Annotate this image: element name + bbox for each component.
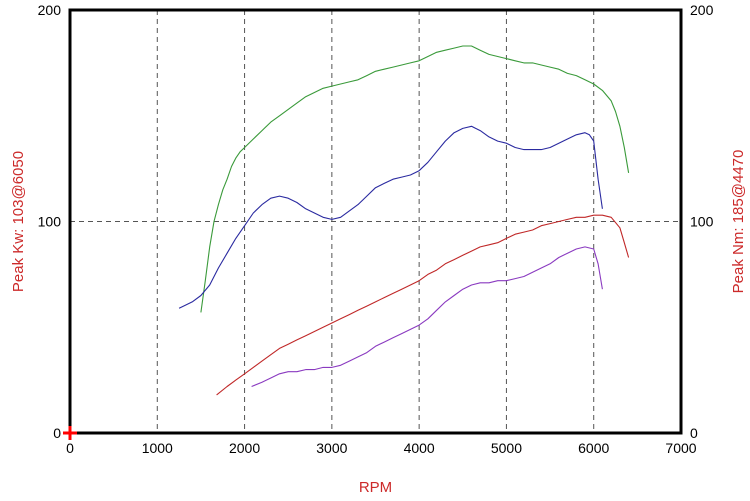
plot-frame [68,8,683,435]
x-tick-labels: 0 1000 2000 3000 4000 5000 6000 7000 [66,440,697,456]
x-tick-label: 1000 [142,440,173,456]
x-tick-label: 6000 [578,440,609,456]
y-tick-labels-left: 0 100 200 [38,2,62,441]
series-line-red [216,214,630,396]
curves [178,45,630,396]
y-tick-label-left: 200 [38,2,62,18]
series-line-green [200,45,630,313]
x-tick-label: 0 [66,440,74,456]
x-tick-label: 5000 [491,440,522,456]
y-tick-label-left: 0 [53,425,61,441]
y-axis-title-left: Peak Kw: 103@6050 [10,151,27,292]
origin-marker [63,426,77,440]
y-tick-label-left: 100 [38,214,62,230]
y-tick-label-right: 200 [690,2,714,18]
x-tick-label: 3000 [316,440,347,456]
x-tick-label: 4000 [404,440,435,456]
y-tick-labels-right: 0 100 200 [690,2,714,441]
x-axis-title: RPM [359,479,392,496]
y-tick-label-right: 100 [690,214,714,230]
series-line-blue [178,125,603,309]
y-tick-label-right: 0 [690,425,698,441]
y-axis-title-right: Peak Nm: 185@4470 [730,150,747,294]
grid-lines [70,10,681,433]
x-tick-label: 2000 [229,440,260,456]
x-tick-label: 7000 [665,440,696,456]
series-line-purple [251,246,603,388]
